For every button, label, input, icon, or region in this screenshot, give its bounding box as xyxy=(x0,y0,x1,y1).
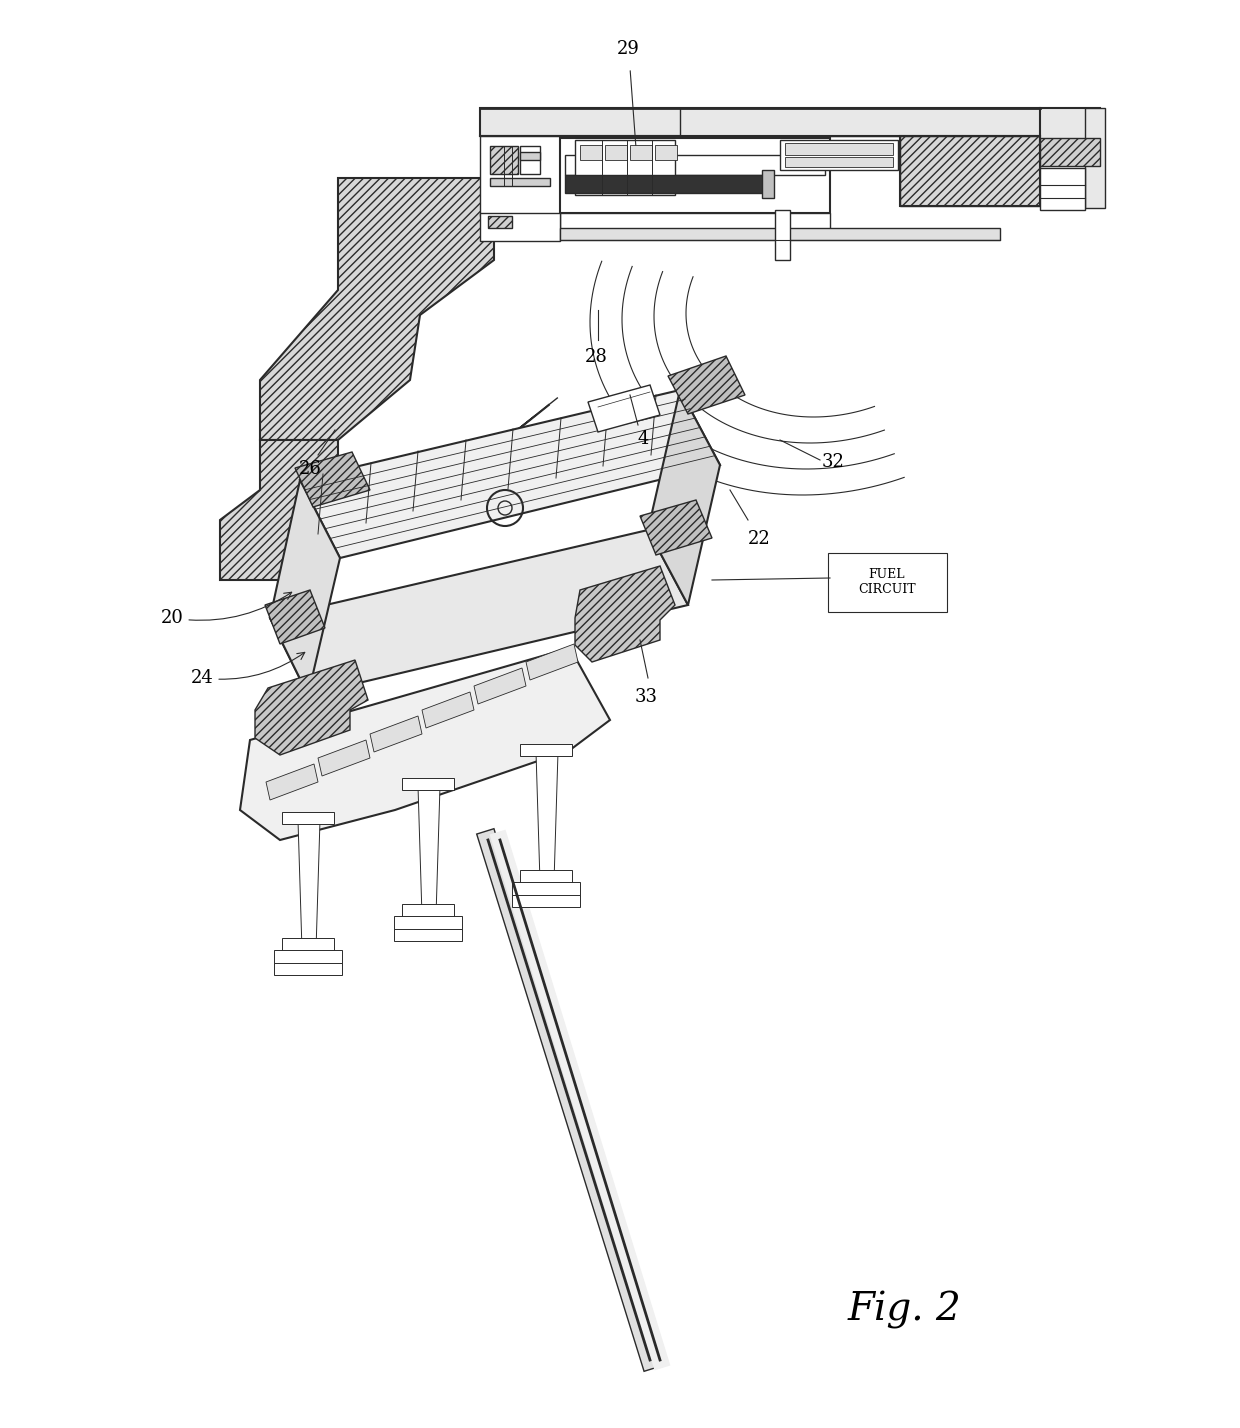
Polygon shape xyxy=(520,744,572,755)
Polygon shape xyxy=(265,590,325,644)
Bar xyxy=(785,157,893,167)
Text: 32: 32 xyxy=(822,453,844,471)
Polygon shape xyxy=(267,764,317,800)
Polygon shape xyxy=(536,753,558,883)
Bar xyxy=(490,178,551,186)
Bar xyxy=(520,146,539,174)
Polygon shape xyxy=(520,870,572,884)
Bar xyxy=(480,213,560,241)
Text: 4: 4 xyxy=(639,430,650,448)
Text: FUEL
CIRCUIT: FUEL CIRCUIT xyxy=(858,568,916,595)
Bar xyxy=(785,143,893,156)
Polygon shape xyxy=(575,565,675,663)
Polygon shape xyxy=(295,453,370,507)
Text: Fig. 2: Fig. 2 xyxy=(848,1291,962,1329)
Polygon shape xyxy=(668,356,745,414)
Polygon shape xyxy=(402,904,454,918)
Text: 26: 26 xyxy=(299,460,321,478)
Polygon shape xyxy=(640,500,712,555)
Polygon shape xyxy=(1040,169,1085,210)
Text: 28: 28 xyxy=(584,348,608,366)
Polygon shape xyxy=(274,962,342,975)
Bar xyxy=(489,216,512,228)
Polygon shape xyxy=(274,950,342,964)
Bar xyxy=(560,139,830,213)
Polygon shape xyxy=(512,883,580,895)
Bar xyxy=(900,136,1040,206)
Bar xyxy=(580,146,601,160)
Polygon shape xyxy=(300,390,720,558)
Polygon shape xyxy=(680,109,1040,136)
Bar xyxy=(605,146,627,160)
Bar xyxy=(1040,139,1100,166)
Polygon shape xyxy=(270,530,688,695)
Polygon shape xyxy=(317,740,370,775)
Bar xyxy=(480,136,560,216)
Polygon shape xyxy=(402,778,454,790)
Polygon shape xyxy=(526,644,578,680)
Bar xyxy=(900,136,1040,206)
Bar xyxy=(763,170,774,198)
Polygon shape xyxy=(241,648,610,840)
Bar xyxy=(490,146,518,174)
Text: 20: 20 xyxy=(160,593,291,627)
Bar xyxy=(1085,109,1105,208)
Polygon shape xyxy=(474,668,526,704)
Bar xyxy=(780,140,898,170)
Polygon shape xyxy=(219,440,339,580)
Polygon shape xyxy=(418,785,440,915)
Polygon shape xyxy=(260,178,494,440)
Bar xyxy=(655,146,677,160)
Text: 33: 33 xyxy=(635,688,657,705)
Bar xyxy=(560,213,830,228)
Polygon shape xyxy=(281,813,334,824)
Bar xyxy=(775,210,790,260)
Polygon shape xyxy=(588,386,660,433)
Bar xyxy=(575,140,675,196)
Bar xyxy=(520,151,539,160)
Text: 29: 29 xyxy=(616,40,640,59)
Polygon shape xyxy=(422,693,474,728)
Polygon shape xyxy=(394,930,463,941)
Text: 24: 24 xyxy=(191,653,305,687)
FancyBboxPatch shape xyxy=(828,553,947,613)
Polygon shape xyxy=(394,915,463,930)
Polygon shape xyxy=(512,895,580,907)
Polygon shape xyxy=(270,480,340,695)
Polygon shape xyxy=(649,390,720,605)
Polygon shape xyxy=(298,820,320,950)
Polygon shape xyxy=(370,715,422,753)
Bar xyxy=(480,109,1040,136)
Bar xyxy=(630,146,652,160)
Polygon shape xyxy=(1040,109,1100,160)
Text: 22: 22 xyxy=(748,530,771,548)
Bar xyxy=(560,228,999,240)
Bar xyxy=(565,156,825,176)
Polygon shape xyxy=(281,938,334,952)
Polygon shape xyxy=(255,660,368,755)
Bar xyxy=(565,176,765,193)
